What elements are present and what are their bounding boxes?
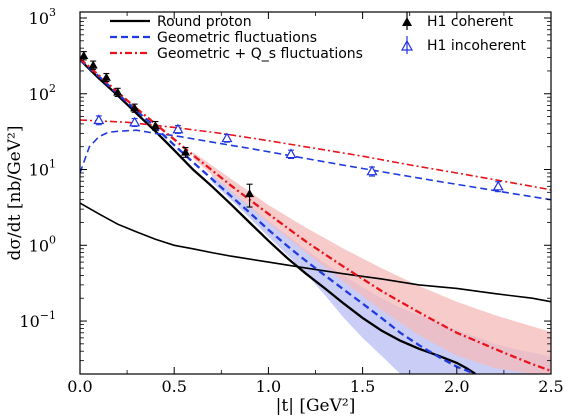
- x-tick-label-1.5: 1.5: [350, 377, 375, 396]
- x-tick-label-0.0: 0.0: [67, 377, 92, 396]
- point-h1-incoherent-4-marker: [285, 148, 297, 159]
- curves: [80, 57, 551, 374]
- point-h1-incoherent-5-marker: [366, 165, 378, 176]
- legend-label-geometric: Geometric fluctuations: [157, 30, 317, 46]
- curve-round-proton-incoherent: [80, 202, 551, 303]
- legend-models: Round proton Geometric fluctuations Geom…: [110, 14, 363, 62]
- data-points: [79, 50, 504, 208]
- point-h1-incoherent-0-marker: [93, 114, 105, 125]
- x-tick-label-2.0: 2.0: [444, 377, 469, 396]
- x-axis-label: |t| [GeV²]: [276, 396, 356, 416]
- y-tick-exponent: 1: [49, 158, 56, 171]
- curve-geometric-q-s-fluctuations-incoherent: [80, 119, 551, 191]
- point-h1-coherent-2-marker: [101, 72, 111, 81]
- point-h1-coherent-5-marker: [150, 121, 160, 130]
- curve-geometric-fluctuations-incoherent: [80, 129, 551, 201]
- y-tick-label-2: 102: [29, 82, 56, 104]
- x-tick-label-2.5: 2.5: [538, 377, 563, 396]
- y-tick-label-0: 100: [29, 233, 56, 255]
- y-tick-exponent: −1: [40, 309, 56, 322]
- curve-geometric-fluctuations-coherent: [80, 59, 477, 374]
- legend-label-geometric-qs: Geometric + Q_s fluctuations: [157, 46, 363, 62]
- uncertainty-bands: [193, 152, 551, 374]
- x-tick-label-1.0: 1.0: [256, 377, 281, 396]
- y-axis-label: dσ/dt [nb/GeV²]: [5, 126, 25, 261]
- y-tick-label-1: 101: [29, 158, 56, 180]
- curve-geometric-q-s-fluctuations-coherent: [80, 57, 551, 372]
- band-geometric-q-s-fluctuations: [193, 152, 551, 374]
- legend-data: H1 coherent H1 incoherent: [400, 12, 526, 54]
- y-tick-exponent: 2: [49, 82, 56, 95]
- legend-marker-h1-incoherent: [400, 39, 414, 51]
- point-h1-incoherent-3-marker: [221, 132, 233, 143]
- legend-marker-h1-coherent: [402, 17, 412, 26]
- point-h1-coherent-1-marker: [88, 60, 98, 69]
- point-h1-coherent-7-marker: [245, 189, 255, 198]
- point-h1-incoherent-1-marker: [129, 116, 141, 127]
- point-h1-coherent-0-marker: [79, 50, 89, 59]
- legend-label-h1-incoherent: H1 incoherent: [427, 38, 526, 54]
- y-tick-label-3: 103: [29, 6, 56, 28]
- x-tick-label-0.5: 0.5: [161, 377, 186, 396]
- y-tick-label--1: 10−1: [19, 309, 56, 331]
- curve-round-proton-coherent: [80, 59, 477, 374]
- point-h1-coherent-3-marker: [113, 87, 123, 96]
- y-tick-exponent: 0: [49, 233, 56, 246]
- point-h1-coherent-6-marker: [181, 147, 191, 156]
- point-h1-incoherent-2-marker: [172, 123, 184, 134]
- y-tick-exponent: 3: [49, 6, 56, 19]
- point-h1-coherent-4-marker: [130, 103, 140, 112]
- point-h1-incoherent-6-marker: [492, 180, 504, 191]
- legend-label-h1-coherent: H1 coherent: [427, 14, 514, 30]
- legend-label-round-proton: Round proton: [157, 14, 252, 30]
